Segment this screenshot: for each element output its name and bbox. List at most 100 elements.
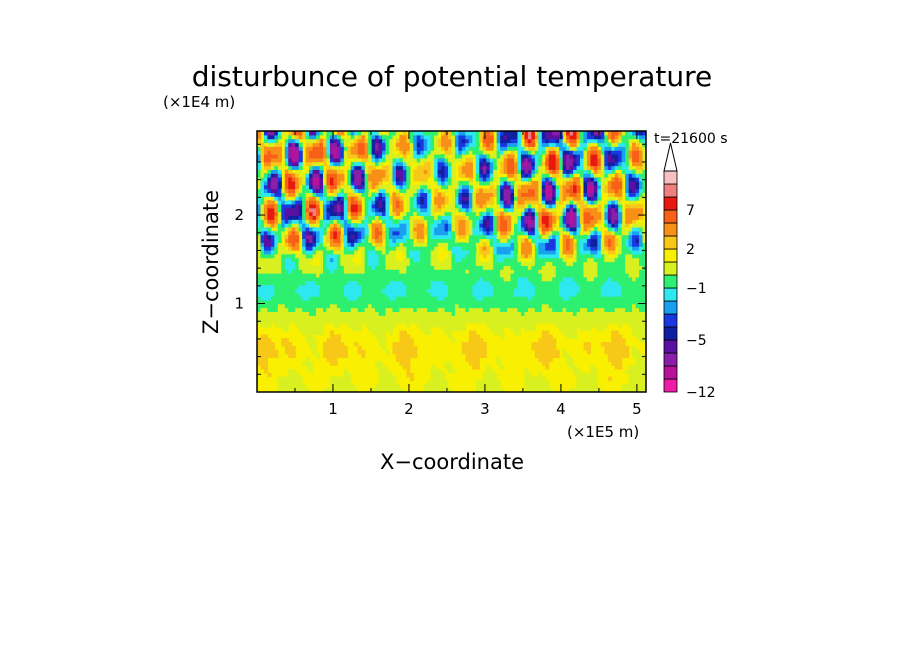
field-cell <box>548 292 553 297</box>
field-cell <box>302 242 307 247</box>
field-cell <box>548 334 553 339</box>
field-cell <box>434 192 439 197</box>
field-cell <box>493 234 498 240</box>
field-cell <box>580 215 585 220</box>
field-cell <box>347 234 352 240</box>
field-cell <box>305 150 310 155</box>
field-cell <box>475 165 480 170</box>
field-cell <box>500 276 505 282</box>
field-cell <box>284 177 289 182</box>
field-cell <box>385 326 390 332</box>
field-cell <box>552 319 557 324</box>
field-cell <box>406 238 411 243</box>
field-cell <box>399 196 404 201</box>
field-cell <box>413 303 418 309</box>
field-cell <box>413 184 418 190</box>
field-cell <box>329 296 335 301</box>
field-cell <box>520 196 526 201</box>
field-cell <box>309 338 314 343</box>
field-cell <box>441 238 446 243</box>
field-cell <box>458 219 463 224</box>
field-cell <box>378 211 383 217</box>
field-cell <box>284 284 289 289</box>
field-cell <box>489 319 494 324</box>
field-cell <box>461 284 466 289</box>
field-cell <box>378 261 383 266</box>
field-cell <box>489 388 494 392</box>
field-cell <box>319 257 324 263</box>
field-cell <box>388 269 394 274</box>
field-cell <box>527 157 532 163</box>
field-cell <box>336 257 341 263</box>
field-cell <box>510 280 515 286</box>
field-cell <box>382 157 387 163</box>
field-cell <box>284 138 289 144</box>
field-cell <box>312 307 317 312</box>
field-cell <box>322 273 328 278</box>
field-cell <box>329 261 335 266</box>
field-cell <box>343 257 348 263</box>
field-cell <box>510 146 515 151</box>
field-cell <box>263 219 269 224</box>
field-cell <box>309 146 314 151</box>
field-cell <box>368 150 373 155</box>
field-cell <box>326 299 331 305</box>
field-cell <box>534 284 539 289</box>
field-cell <box>281 296 286 301</box>
field-cell <box>274 184 279 190</box>
field-cell <box>406 249 411 255</box>
field-cell <box>368 154 373 159</box>
field-cell <box>413 131 418 136</box>
field-cell <box>552 315 557 320</box>
field-cell <box>361 192 366 197</box>
field-cell <box>368 169 373 174</box>
field-cell <box>284 384 289 389</box>
field-cell <box>382 368 387 374</box>
field-cell <box>527 292 532 297</box>
field-cell <box>281 223 286 228</box>
field-cell <box>375 184 380 190</box>
field-cell <box>531 342 536 347</box>
field-cell <box>500 311 505 316</box>
field-cell <box>347 296 352 301</box>
field-cell <box>378 138 383 144</box>
field-cell <box>420 138 425 144</box>
field-cell <box>507 215 512 220</box>
field-cell <box>493 384 498 389</box>
field-cell <box>354 246 359 251</box>
field-cell <box>416 322 421 328</box>
field-cell <box>270 273 275 278</box>
field-cell <box>329 249 335 255</box>
field-cell <box>413 230 418 236</box>
field-cell <box>524 177 529 182</box>
field-cell <box>576 368 581 374</box>
field-cell <box>305 203 310 209</box>
field-cell <box>274 276 279 282</box>
field-cell <box>354 269 359 274</box>
field-cell <box>354 299 359 305</box>
field-cell <box>566 249 571 255</box>
field-cell <box>343 376 348 382</box>
field-cell <box>507 249 512 255</box>
field-cell <box>357 223 362 228</box>
field-cell <box>347 269 352 274</box>
field-cell <box>388 211 394 217</box>
field-cell <box>305 173 310 178</box>
field-cell <box>378 265 383 270</box>
field-cell <box>503 180 508 186</box>
field-cell <box>427 207 432 213</box>
field-cell <box>295 131 300 136</box>
field-cell <box>489 234 494 240</box>
field-cell <box>333 315 338 320</box>
field-cell <box>427 296 432 301</box>
field-cell <box>263 165 269 170</box>
field-cell <box>378 361 383 366</box>
field-cell <box>364 280 369 286</box>
field-cell <box>302 296 307 301</box>
field-cell <box>322 146 328 151</box>
field-cell <box>472 142 477 147</box>
field-cell <box>364 184 369 190</box>
field-cell <box>333 376 338 382</box>
field-cell <box>263 150 269 155</box>
field-cell <box>500 365 505 370</box>
